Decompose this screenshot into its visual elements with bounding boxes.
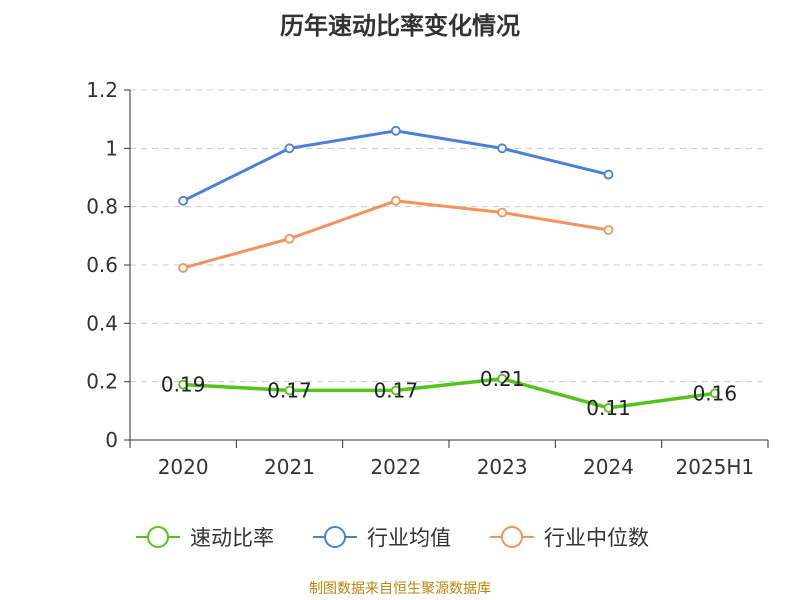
data-label: 0.21	[480, 367, 525, 391]
data-point[interactable]	[603, 225, 614, 235]
data-point[interactable]	[178, 263, 189, 273]
legend-marker	[501, 526, 523, 548]
data-label: 0.17	[267, 378, 312, 402]
x-tick-label: 2021	[264, 455, 315, 479]
data-labels: 0.19 0.17 0.17 0.21 0.11 0.16	[161, 367, 737, 420]
data-point[interactable]	[390, 125, 401, 136]
x-tick-label: 2022	[370, 455, 421, 479]
legend[interactable]: 速动比率 行业均值 行业中位数	[136, 526, 649, 550]
chart-title: 历年速动比率变化情况	[280, 12, 520, 40]
y-tick-label: 0.4	[86, 311, 118, 335]
x-tick-label: 2025H1	[675, 455, 754, 479]
legend-marker	[324, 526, 346, 548]
data-point[interactable]	[709, 388, 720, 399]
data-label: 0.19	[161, 373, 206, 397]
data-point[interactable]	[390, 385, 401, 396]
y-tick-label: 0	[105, 428, 118, 452]
data-point[interactable]	[178, 379, 189, 390]
data-label: 0.16	[693, 381, 738, 405]
data-point[interactable]	[390, 195, 401, 206]
data-point[interactable]	[497, 143, 508, 154]
legend-item-1[interactable]: 行业均值	[313, 526, 451, 550]
x-tick-label: 2023	[477, 455, 528, 479]
y-tick-label: 0.8	[86, 195, 118, 219]
data-label: 0.17	[374, 378, 419, 402]
legend-label: 行业均值	[367, 526, 451, 550]
data-point[interactable]	[284, 385, 295, 396]
y-tick-label: 1.2	[86, 78, 118, 102]
y-tick-label: 1	[105, 136, 118, 160]
x-tick-label: 2020	[158, 455, 209, 479]
legend-item-0[interactable]: 速动比率	[136, 526, 274, 550]
data-point[interactable]	[603, 403, 614, 413]
data-point[interactable]	[603, 169, 614, 180]
data-point[interactable]	[284, 143, 295, 154]
series-line-1	[182, 129, 609, 203]
data-point[interactable]	[178, 195, 189, 206]
x-tick-label: 2024	[583, 455, 634, 479]
data-label: 0.11	[586, 396, 631, 420]
data-point[interactable]	[497, 373, 508, 384]
series-line-0	[183, 377, 716, 410]
axes: 0 0.2 0.4 0.6 0.8 1 1.2 2020 2021 2022 2023 2024 202…	[86, 78, 769, 479]
series-line-2	[182, 199, 609, 270]
legend-marker	[147, 526, 169, 548]
data-point[interactable]	[497, 207, 508, 218]
gridlines	[130, 89, 768, 383]
data-point[interactable]	[284, 233, 295, 244]
legend-item-2[interactable]: 行业中位数	[490, 526, 649, 550]
legend-label: 速动比率	[190, 526, 274, 550]
source-footer: 制图数据来自恒生聚源数据库	[309, 581, 491, 597]
y-tick-label: 0.6	[86, 253, 118, 277]
series-lines	[178, 125, 720, 413]
legend-label: 行业中位数	[544, 526, 649, 550]
y-tick-label: 0.2	[86, 370, 118, 394]
